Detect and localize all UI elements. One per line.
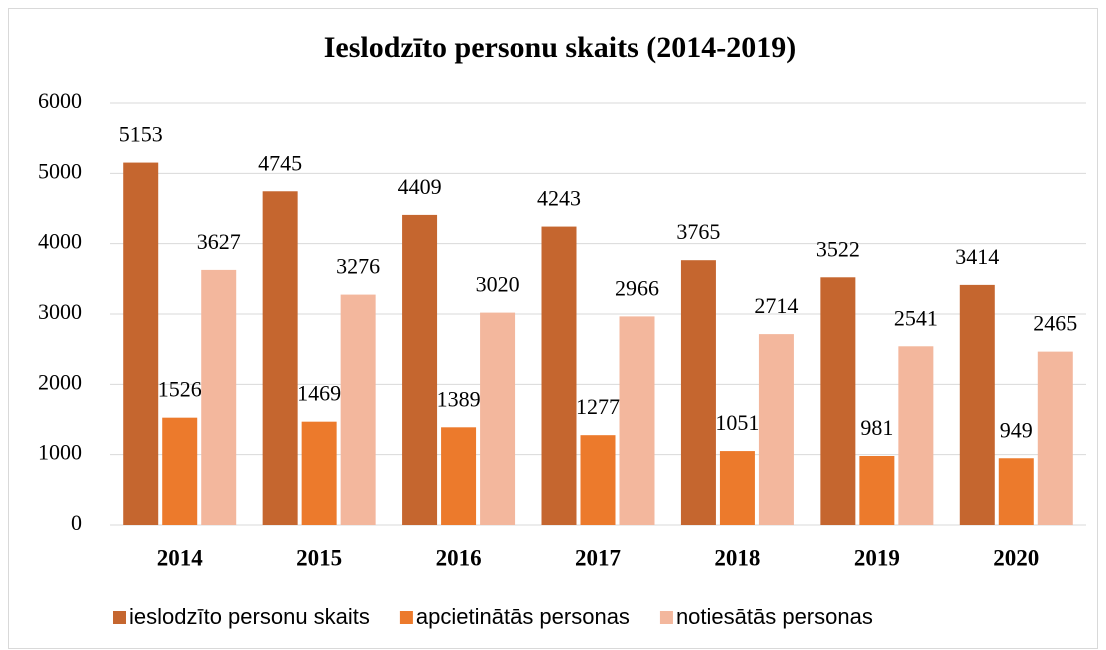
bar xyxy=(758,334,794,525)
bar xyxy=(898,346,934,525)
y-tick-label: 0 xyxy=(71,510,82,535)
data-label: 2714 xyxy=(754,293,798,318)
bar xyxy=(441,427,477,525)
data-label: 5153 xyxy=(119,122,163,147)
bar xyxy=(719,451,755,525)
x-tick-label: 2019 xyxy=(854,545,900,570)
x-tick-label: 2017 xyxy=(575,545,621,570)
x-tick-label: 2020 xyxy=(993,545,1039,570)
bar xyxy=(402,214,438,525)
data-label: 1526 xyxy=(158,377,202,402)
data-label: 2966 xyxy=(615,275,659,300)
legend-label: apcietinātās personas xyxy=(416,604,630,629)
y-tick-label: 1000 xyxy=(38,440,82,465)
bar xyxy=(1037,351,1073,525)
data-label: 3020 xyxy=(476,272,520,297)
data-label: 3765 xyxy=(676,219,720,244)
legend-marker xyxy=(113,611,126,624)
bar xyxy=(680,260,716,525)
data-label: 3414 xyxy=(955,244,999,269)
data-label: 3276 xyxy=(336,254,380,279)
bar xyxy=(201,269,237,525)
y-tick-label: 4000 xyxy=(38,229,82,254)
y-tick-label: 5000 xyxy=(38,158,82,183)
bar xyxy=(820,277,856,525)
legend-marker xyxy=(399,611,413,624)
bar xyxy=(262,191,298,526)
bar xyxy=(541,226,577,525)
legend-label: ieslodzīto personu skaits xyxy=(129,604,370,629)
bar xyxy=(480,312,516,525)
bar xyxy=(998,458,1034,525)
data-label: 2465 xyxy=(1033,311,1077,336)
legend-marker xyxy=(659,611,673,624)
legend-label: notiesātās personas xyxy=(676,604,873,629)
data-label: 4243 xyxy=(537,186,581,211)
bar xyxy=(340,294,376,525)
data-label: 4409 xyxy=(398,174,442,199)
data-label: 4745 xyxy=(258,150,302,175)
data-label: 981 xyxy=(860,415,893,440)
data-label: 3627 xyxy=(197,229,241,254)
chart-title: Ieslodzīto personu skaits (2014-2019) xyxy=(324,31,797,64)
data-label: 2541 xyxy=(894,305,938,330)
x-tick-label: 2018 xyxy=(714,545,760,570)
y-tick-label: 2000 xyxy=(38,369,82,394)
bar xyxy=(859,456,895,525)
x-tick-label: 2015 xyxy=(296,545,342,570)
bar xyxy=(301,421,337,525)
bar xyxy=(580,435,616,525)
data-label: 1469 xyxy=(297,381,341,406)
data-label: 3522 xyxy=(816,236,860,261)
x-tick-label: 2016 xyxy=(436,545,482,570)
data-label: 1051 xyxy=(715,410,759,435)
bar xyxy=(162,417,198,525)
y-tick-label: 6000 xyxy=(38,88,82,113)
y-tick-label: 3000 xyxy=(38,299,82,324)
data-label: 1389 xyxy=(437,386,481,411)
data-label: 949 xyxy=(1000,417,1033,442)
bar xyxy=(959,284,995,525)
bar xyxy=(619,316,655,525)
data-label: 1277 xyxy=(576,394,620,419)
x-tick-label: 2014 xyxy=(157,545,204,570)
bar xyxy=(123,162,159,525)
